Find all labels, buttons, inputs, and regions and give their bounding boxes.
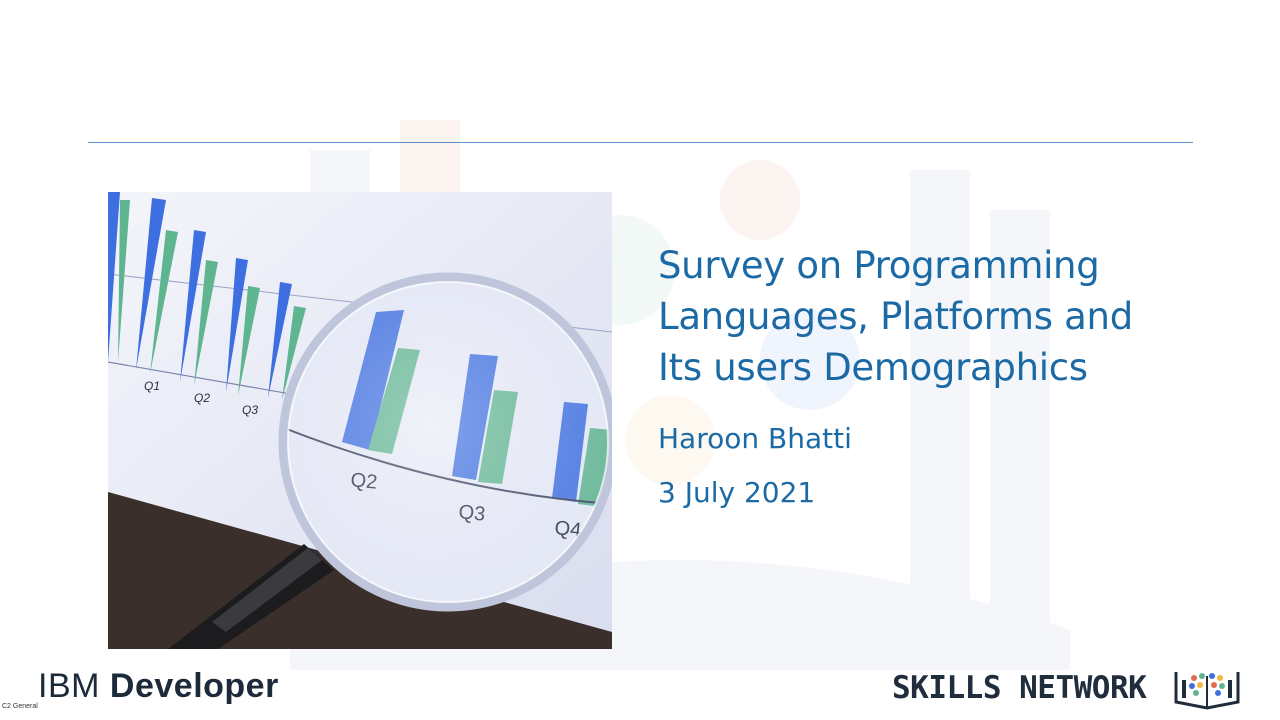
chart-magnifier-photo: Q1 Q2 Q3 Q2 Q3 Q4 bbox=[108, 192, 612, 649]
slide-title: Survey on Programming Languages, Platfor… bbox=[658, 240, 1218, 393]
ibm-logo-prefix: IBM bbox=[38, 667, 110, 705]
ibm-logo-word: Developer bbox=[109, 667, 279, 705]
ibm-developer-logo: IBM Developer bbox=[38, 667, 279, 706]
classification-label: C2 General bbox=[2, 703, 38, 710]
slide-title-line: Survey on Programming bbox=[658, 244, 1100, 287]
small-bars bbox=[108, 192, 612, 419]
small-axis-label: Q1 bbox=[144, 379, 160, 393]
skills-network-logo-text: SKILLS NETWORK bbox=[892, 670, 1147, 706]
slide-title-line: Its users Demographics bbox=[658, 346, 1088, 389]
slide-title-line: Languages, Platforms and bbox=[658, 295, 1133, 338]
small-axis-label: Q3 bbox=[242, 403, 258, 417]
magnifier-rim bbox=[278, 272, 612, 612]
presentation-date: 3 July 2021 bbox=[658, 476, 816, 509]
author-name: Haroon Bhatti bbox=[658, 422, 852, 455]
small-axis-label: Q2 bbox=[194, 391, 210, 405]
title-divider bbox=[88, 142, 1193, 143]
open-book-logo-icon bbox=[1174, 672, 1240, 710]
